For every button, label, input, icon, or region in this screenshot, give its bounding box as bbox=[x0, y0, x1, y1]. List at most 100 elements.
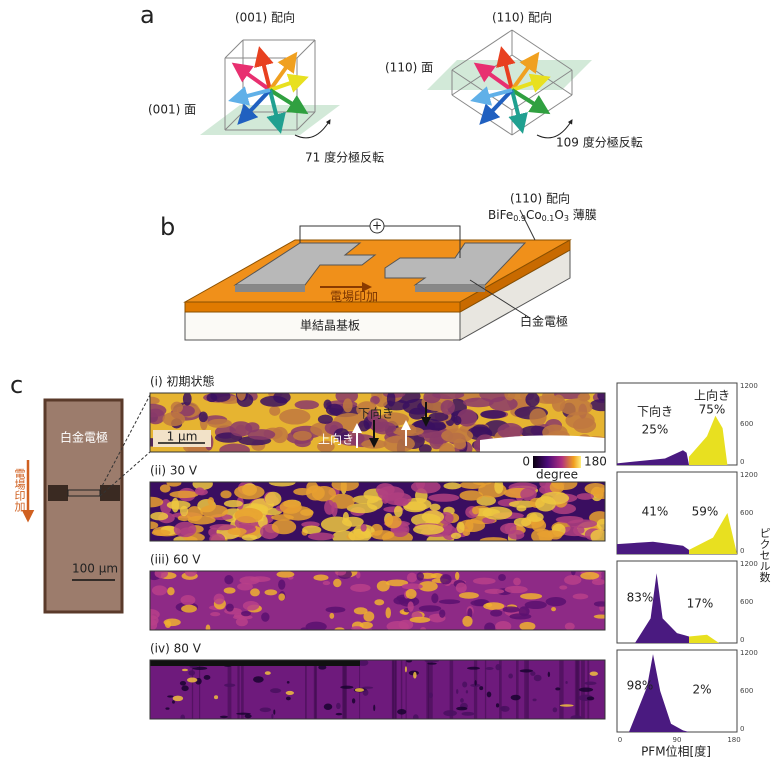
domain bbox=[397, 709, 407, 715]
domain bbox=[545, 597, 567, 607]
shape bbox=[99, 451, 151, 497]
domain bbox=[363, 611, 375, 622]
domain bbox=[373, 704, 376, 712]
domain bbox=[264, 589, 278, 596]
domain bbox=[423, 393, 441, 404]
y-tick-label: 0 bbox=[740, 636, 744, 644]
domain bbox=[502, 606, 520, 613]
t: 薄膜 bbox=[569, 207, 597, 222]
domain bbox=[495, 703, 500, 708]
domain bbox=[532, 698, 537, 702]
shape bbox=[149, 392, 606, 720]
domain bbox=[271, 426, 289, 444]
domain bbox=[576, 493, 595, 500]
domain bbox=[374, 393, 389, 408]
domain bbox=[472, 506, 480, 515]
domain bbox=[324, 499, 335, 515]
domain bbox=[260, 395, 288, 407]
domain bbox=[453, 415, 462, 426]
domain bbox=[484, 622, 496, 630]
domain bbox=[439, 609, 446, 618]
panel-label: b bbox=[160, 213, 175, 241]
domain bbox=[567, 519, 598, 529]
domain bbox=[570, 715, 582, 719]
domain bbox=[500, 706, 506, 711]
domain bbox=[220, 490, 232, 499]
shape bbox=[299, 225, 370, 243]
y-tick-label: 1200 bbox=[740, 382, 758, 390]
y-tick-label: 0 bbox=[740, 458, 744, 466]
domain bbox=[418, 581, 438, 592]
y-tick-label: 600 bbox=[740, 509, 753, 517]
stripe bbox=[191, 660, 194, 719]
domain bbox=[480, 410, 507, 419]
arrow bbox=[268, 88, 309, 115]
domain bbox=[428, 493, 460, 502]
edge-mask bbox=[480, 435, 605, 452]
domain bbox=[329, 612, 335, 619]
stripe bbox=[237, 660, 240, 719]
shape bbox=[184, 301, 461, 313]
domain bbox=[181, 668, 188, 672]
hist-area bbox=[617, 450, 689, 465]
domain bbox=[279, 500, 302, 514]
t: O bbox=[554, 208, 563, 222]
domain bbox=[264, 671, 271, 675]
domain bbox=[441, 428, 474, 443]
domain bbox=[261, 612, 270, 622]
domain bbox=[497, 422, 523, 439]
domain bbox=[586, 696, 595, 701]
down-pct: 98% bbox=[627, 679, 654, 693]
pfm-map bbox=[150, 660, 605, 719]
domain bbox=[317, 414, 333, 425]
domain bbox=[462, 615, 473, 627]
domain bbox=[413, 524, 445, 535]
domain bbox=[177, 514, 191, 522]
domain bbox=[520, 425, 550, 439]
domain bbox=[179, 680, 187, 686]
domain bbox=[547, 671, 551, 678]
domain bbox=[456, 521, 465, 534]
shape bbox=[459, 239, 571, 313]
domain bbox=[427, 662, 437, 665]
film-orientation: (110) 配向 bbox=[510, 191, 570, 206]
domain bbox=[438, 599, 461, 605]
arrow bbox=[228, 86, 271, 106]
domain bbox=[456, 706, 468, 711]
arrow bbox=[266, 89, 286, 134]
arrow bbox=[269, 73, 309, 93]
edge bbox=[296, 111, 316, 131]
domain bbox=[386, 620, 409, 630]
field-label: 電場印加 bbox=[13, 468, 26, 513]
stripe bbox=[391, 660, 395, 719]
panel-label: c bbox=[10, 371, 23, 399]
domain bbox=[504, 393, 516, 401]
domain bbox=[485, 667, 494, 670]
stripe bbox=[343, 660, 347, 719]
map-frame bbox=[149, 392, 606, 453]
shape bbox=[235, 285, 305, 292]
arrow bbox=[231, 62, 272, 92]
domain bbox=[450, 532, 462, 539]
domain bbox=[305, 621, 327, 630]
domain bbox=[169, 490, 199, 499]
domain bbox=[371, 421, 397, 435]
domain bbox=[439, 443, 455, 452]
domain bbox=[225, 603, 234, 612]
domain bbox=[456, 689, 459, 694]
domain bbox=[200, 504, 229, 518]
map-label: (iv) 80 V bbox=[150, 642, 202, 656]
domain bbox=[508, 673, 513, 679]
domain bbox=[536, 530, 564, 538]
domain bbox=[224, 683, 236, 687]
domain bbox=[350, 583, 371, 592]
panel-label: a bbox=[140, 1, 155, 29]
domain bbox=[490, 609, 503, 617]
arrow bbox=[508, 89, 528, 134]
domain bbox=[520, 593, 543, 600]
colorbar-max: 180 bbox=[584, 455, 607, 469]
domain bbox=[194, 487, 205, 495]
domain bbox=[360, 523, 367, 532]
domain bbox=[187, 515, 216, 525]
arrow bbox=[511, 73, 551, 93]
